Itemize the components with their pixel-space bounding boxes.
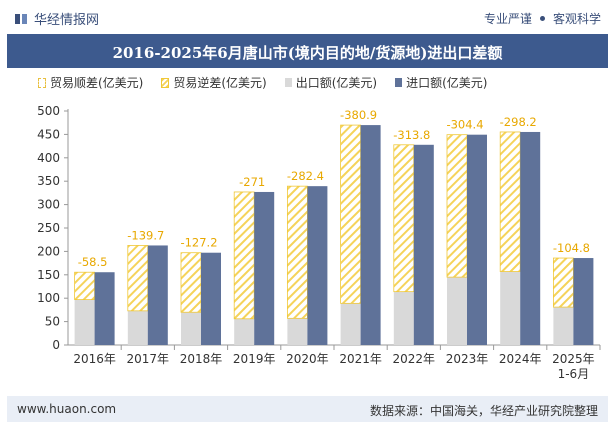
legend-export-label: 出口额(亿美元) [295, 76, 378, 90]
legend-surplus-swatch [38, 77, 46, 88]
legend-import-swatch [395, 78, 403, 87]
legend-import-label: 进口额(亿美元) [406, 76, 488, 90]
brand-logo-icon [15, 13, 27, 24]
legend-import: 进口额(亿美元) [395, 74, 488, 91]
deficit-data-label: -282.4 [287, 169, 324, 183]
y-tick-label: 350 [37, 174, 60, 188]
legend-surplus: 贸易顺差(亿美元) [38, 74, 143, 91]
x-tick-label: 2024年 [499, 352, 542, 366]
deficit-bar [340, 124, 362, 304]
chart-legend: 贸易顺差(亿美元) 贸易逆差(亿美元) 出口额(亿美元) 进口额(亿美元) [38, 74, 488, 91]
deficit-bar [499, 131, 521, 272]
export-bar [393, 291, 414, 345]
import-bar [307, 186, 328, 345]
y-tick-label: 150 [37, 268, 60, 282]
x-tick-label: 2017年 [127, 352, 170, 366]
footer: www.huaon.com 数据来源：中国海关，华经产业研究院整理 [7, 396, 608, 422]
export-bar [127, 310, 148, 345]
deficit-bar [446, 134, 468, 278]
deficit-data-label: -380.9 [340, 108, 377, 122]
deficit-bar [393, 144, 415, 293]
deficit-bar [180, 252, 202, 313]
y-tick-label: 400 [37, 151, 60, 165]
legend-surplus-label: 贸易顺差(亿美元) [50, 76, 144, 90]
y-tick-label: 450 [37, 127, 60, 141]
legend-deficit-swatch [161, 77, 170, 88]
tagline-2: 客观科学 [552, 12, 601, 26]
import-bar [467, 134, 487, 345]
x-tick-label: 1-6月 [558, 367, 590, 381]
legend-export: 出口额(亿美元) [284, 74, 378, 91]
chart-data-labels: -58.5 -139.7 -127.2 -271 -282.4 -380.9 -313.8 -… [78, 108, 590, 269]
chart-title: 2016-2025年6月唐山市(境内目的地/货源地)进出口差额 [112, 44, 503, 62]
y-tick-label: 50 [45, 315, 60, 329]
brand: 华经情报网 [14, 9, 99, 28]
import-bar [520, 131, 541, 345]
deficit-bar [233, 191, 255, 320]
deficit-bar [74, 271, 95, 301]
export-bar [287, 318, 308, 345]
x-tick-label: 2019年 [233, 352, 276, 366]
import-bar [254, 191, 275, 345]
separator-dot-icon [539, 16, 545, 21]
deficit-data-label: -271 [239, 175, 265, 189]
brand-name: 华经情报网 [34, 13, 100, 28]
deficit-data-label: -139.7 [127, 228, 164, 242]
deficit-bar [127, 245, 149, 312]
y-tick-label: 100 [37, 291, 60, 305]
export-bar [500, 271, 521, 345]
deficit-data-label: -104.8 [553, 241, 590, 255]
x-tick-label: 2018年 [180, 352, 223, 366]
deficit-bar [553, 257, 574, 308]
x-tick-label: 2025年 [552, 352, 595, 366]
import-bar [360, 125, 381, 346]
legend-deficit: 贸易逆差(亿美元) [161, 74, 267, 91]
y-tick-label: 200 [37, 244, 60, 258]
import-bar [94, 272, 115, 345]
tagline: 专业严谨 客观科学 [484, 10, 601, 27]
export-bar [181, 312, 201, 345]
export-bar [553, 307, 574, 345]
import-bar [201, 252, 221, 345]
y-tick-label: 300 [37, 198, 60, 212]
import-bar [573, 258, 594, 345]
top-bar: 华经情报网 专业严谨 客观科学 [0, 0, 615, 34]
deficit-data-label: -58.5 [78, 255, 108, 269]
deficit-data-label: -304.4 [446, 118, 483, 132]
legend-deficit-label: 贸易逆差(亿美元) [173, 76, 267, 90]
import-bar [147, 245, 168, 345]
deficit-data-label: -298.2 [500, 115, 537, 129]
chart-bars [74, 124, 594, 346]
x-tick-label: 2022年 [393, 352, 436, 366]
y-tick-label: 250 [37, 221, 60, 235]
x-tick-label: 2023年 [446, 352, 489, 366]
deficit-data-label: -127.2 [180, 236, 217, 250]
export-bar [234, 318, 255, 345]
legend-export-swatch [284, 78, 292, 87]
chart-plot: 0 50 100 150 200 250 300 350 400 450 500 2016年 2017年… [37, 104, 601, 381]
import-bar [413, 144, 434, 345]
footer-source: 数据来源：中国海关，华经产业研究院整理 [369, 404, 598, 418]
deficit-data-label: -313.8 [393, 128, 430, 142]
deficit-bar [286, 185, 308, 319]
export-bar [447, 277, 467, 345]
export-bar [74, 299, 95, 345]
export-bar [340, 303, 361, 345]
footer-website: www.huaon.com [17, 402, 117, 416]
title-band: 2016-2025年6月唐山市(境内目的地/货源地)进出口差额 [7, 34, 608, 68]
y-tick-label: 500 [37, 104, 60, 118]
y-tick-label: 0 [52, 338, 60, 352]
x-tick-label: 2020年 [286, 352, 329, 366]
x-tick-label: 2021年 [339, 352, 382, 366]
tagline-1: 专业严谨 [483, 12, 532, 26]
x-tick-label: 2016年 [73, 352, 116, 366]
